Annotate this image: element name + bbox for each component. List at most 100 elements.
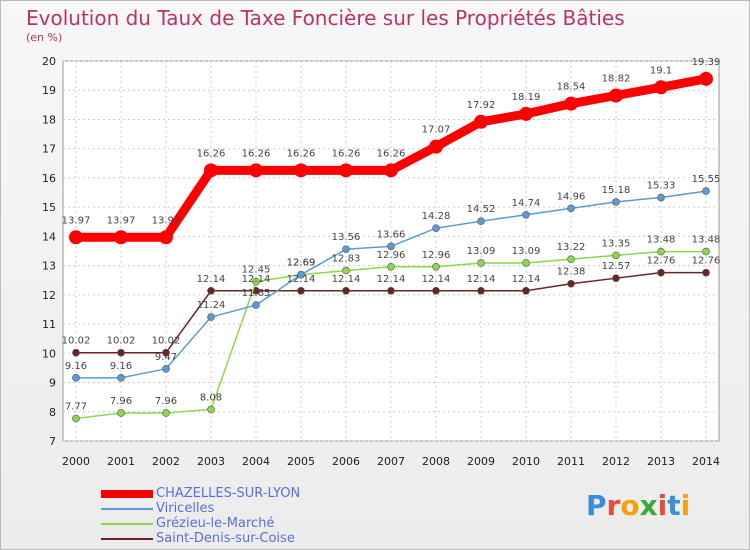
data-point — [384, 163, 398, 178]
data-point — [474, 114, 488, 129]
legend-label: Viricelles — [156, 501, 215, 516]
data-point — [387, 286, 395, 295]
data-point — [612, 274, 620, 282]
data-label: 13.56 — [332, 232, 361, 243]
chart-legend: CHAZELLES-SUR-LYON Viricelles Grézieu-le… — [101, 486, 300, 546]
y-tick-label: 18 — [42, 113, 56, 126]
x-tick-label: 2008 — [422, 455, 450, 468]
data-point — [162, 409, 170, 417]
data-point — [117, 409, 125, 417]
data-point — [69, 230, 83, 245]
data-point — [72, 414, 80, 423]
y-tick-label: 7 — [49, 435, 56, 448]
data-point — [162, 364, 170, 373]
data-label: 18.82 — [602, 73, 631, 84]
data-label: 12.14 — [242, 274, 271, 285]
data-label: 13.09 — [467, 246, 496, 257]
data-label: 15.55 — [692, 174, 721, 185]
data-point — [432, 262, 440, 271]
x-tick-label: 2010 — [512, 455, 540, 468]
x-tick-label: 2004 — [242, 455, 270, 468]
data-label: 7.96 — [110, 396, 132, 407]
legend-swatch — [101, 489, 153, 498]
data-label: 16.26 — [332, 148, 361, 159]
data-label: 19.1 — [650, 65, 672, 76]
x-tick-label: 2003 — [197, 455, 225, 468]
data-point — [339, 163, 353, 178]
data-label: 15.33 — [647, 181, 676, 192]
data-point — [249, 163, 263, 178]
data-point — [207, 313, 215, 321]
data-point — [429, 139, 443, 154]
data-point — [294, 163, 308, 178]
data-point — [207, 405, 215, 414]
data-label: 12.38 — [557, 267, 586, 278]
data-label: 12.83 — [332, 254, 361, 265]
data-point — [252, 277, 260, 286]
data-label: 12.14 — [377, 274, 406, 285]
data-label: 13.97 — [107, 215, 136, 226]
data-point — [657, 247, 665, 256]
data-point — [72, 348, 80, 357]
data-label: 16.26 — [287, 148, 316, 159]
y-tick-label: 10 — [42, 347, 56, 360]
x-tick-label: 2006 — [332, 455, 360, 468]
x-tick-label: 2005 — [287, 455, 315, 468]
legend-item-grezieu: Grézieu-le-Marché — [101, 516, 300, 531]
y-tick-label: 15 — [42, 201, 56, 214]
x-tick-label: 2007 — [377, 455, 405, 468]
data-label: 15.18 — [602, 185, 631, 196]
legend-label: Grézieu-le-Marché — [156, 516, 275, 531]
legend-swatch — [101, 522, 153, 525]
x-tick-label: 2009 — [467, 455, 495, 468]
data-label: 13.97 — [62, 215, 91, 226]
data-label: 10.02 — [152, 336, 181, 347]
y-tick-label: 17 — [42, 143, 56, 156]
data-point — [702, 187, 710, 195]
data-label: 13.97 — [152, 215, 181, 226]
data-label: 12.76 — [692, 256, 721, 267]
y-tick-label: 8 — [49, 406, 56, 419]
data-label: 17.07 — [422, 125, 451, 136]
data-label: 12.14 — [287, 274, 316, 285]
legend-swatch — [101, 507, 153, 510]
data-point — [477, 259, 485, 267]
data-label: 12.57 — [602, 261, 631, 272]
x-tick-label: 2001 — [107, 455, 135, 468]
data-point — [657, 193, 665, 202]
chart-unit-label: (en %) — [26, 31, 63, 44]
data-point — [252, 301, 260, 309]
y-tick-label: 20 — [42, 55, 56, 68]
data-point — [432, 224, 440, 232]
data-label: 14.96 — [557, 191, 586, 202]
legend-label: Saint-Denis-sur-Coise — [156, 531, 295, 546]
data-point — [297, 270, 305, 279]
data-label: 19.39 — [692, 57, 721, 68]
data-point — [477, 286, 485, 295]
data-label: 13.48 — [692, 235, 721, 246]
data-point — [612, 251, 620, 260]
data-point — [567, 255, 575, 263]
data-point — [564, 96, 578, 111]
data-label: 13.35 — [602, 238, 631, 249]
data-label: 9.16 — [110, 361, 132, 372]
data-point — [297, 286, 305, 295]
data-point — [159, 230, 173, 245]
data-label: 7.77 — [65, 401, 87, 412]
x-tick-label: 2002 — [152, 455, 180, 468]
data-label: 16.26 — [197, 148, 226, 159]
data-label: 12.96 — [422, 250, 451, 261]
y-tick-label: 19 — [42, 84, 56, 97]
data-point — [117, 374, 125, 382]
y-tick-label: 13 — [42, 260, 56, 273]
data-label: 12.96 — [377, 250, 406, 261]
data-label: 7.96 — [155, 396, 177, 407]
data-point — [567, 279, 575, 288]
legend-item-viricelles: Viricelles — [101, 501, 300, 516]
data-label: 10.02 — [62, 336, 91, 347]
data-point — [207, 286, 215, 295]
data-point — [654, 80, 668, 95]
data-point — [567, 204, 575, 213]
data-label: 13.09 — [512, 246, 541, 257]
